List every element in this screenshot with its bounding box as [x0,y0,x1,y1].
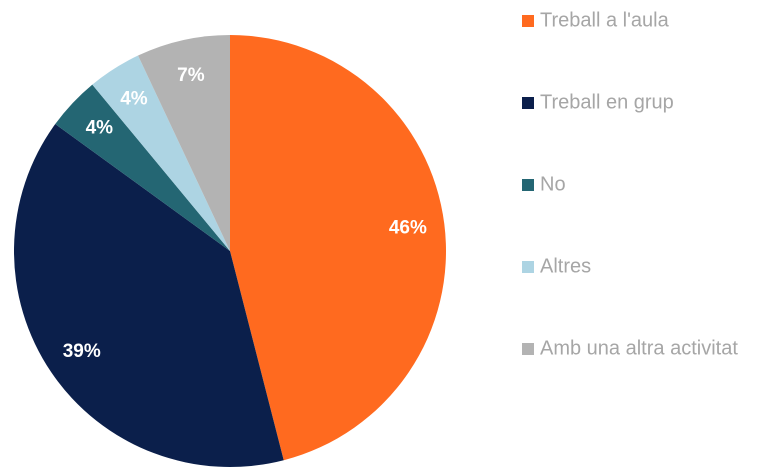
data-label: 46% [389,218,427,239]
data-label: 4% [86,117,114,138]
legend-label: Treball en grup [540,91,674,113]
pie-slice [138,35,230,251]
pie-slice [230,35,447,461]
legend-label: Treball a l'aula [540,9,670,31]
legend-swatch [522,343,534,355]
legend-swatch [522,179,534,191]
legend-swatch [522,97,534,109]
legend-label: Amb una altra activitat [540,337,738,359]
legend-swatch [522,15,534,27]
pie-slice [92,55,230,251]
pie-slice [55,84,230,251]
pie-slice [13,124,284,467]
data-label: 4% [120,89,148,110]
data-label: 39% [63,341,101,362]
legend-label: No [540,173,566,195]
legend-swatch [522,261,534,273]
data-label: 7% [177,65,205,86]
legend-label: Altres [540,255,591,277]
